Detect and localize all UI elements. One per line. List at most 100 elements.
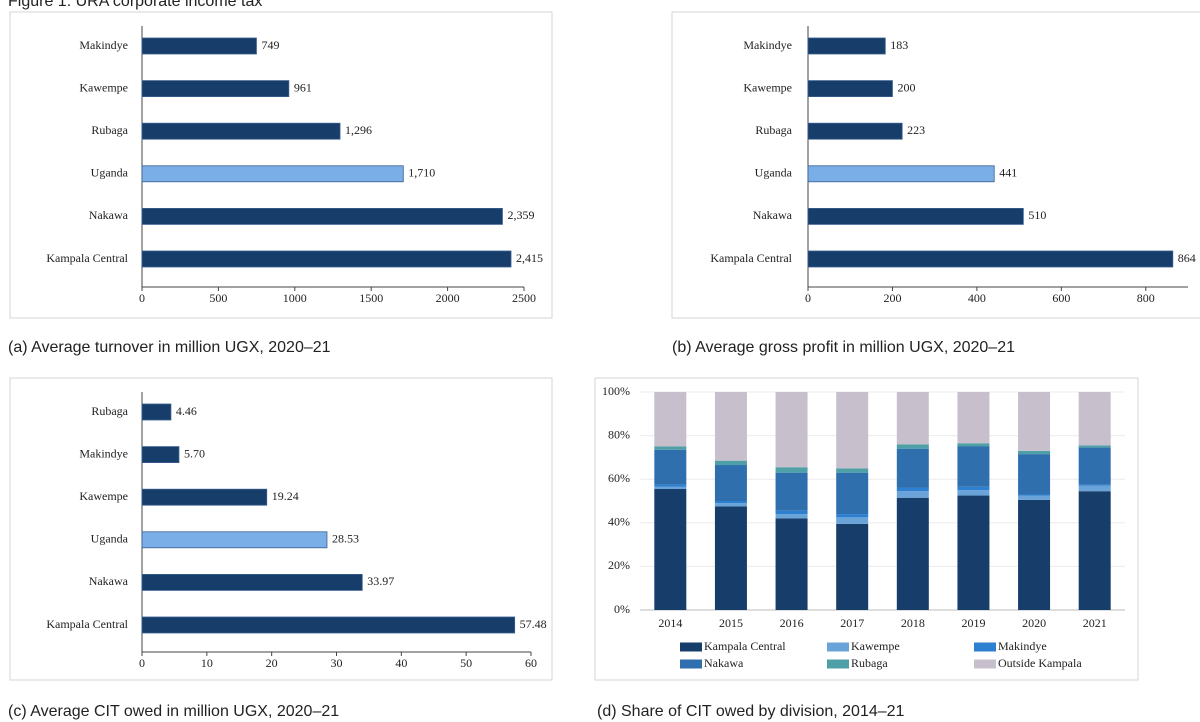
value-label: 200: [897, 80, 915, 94]
legend-swatch: [680, 642, 702, 652]
x-tick-label: 2018: [901, 616, 925, 630]
y-tick-label: 20%: [608, 558, 630, 572]
x-tick-label: 2020: [1022, 616, 1046, 630]
bar-segment: [714, 460, 747, 466]
value-label: 2,415: [516, 251, 543, 265]
x-tick-label: 60: [525, 656, 537, 670]
chart-caption: (b) Average gross profit in million UGX,…: [672, 339, 1015, 356]
legend-label: Kampala Central: [704, 639, 786, 653]
chart-caption: (d) Share of CIT owed by division, 2014–…: [597, 703, 905, 720]
panel-frame: [671, 11, 1200, 319]
bar: [807, 250, 1174, 268]
bar-segment: [1078, 392, 1111, 446]
value-label: 57.48: [520, 617, 547, 631]
category-label: Nakawa: [89, 208, 129, 222]
x-tick-label: 0: [805, 291, 811, 305]
bar-segment: [896, 487, 929, 492]
value-label: 1,710: [408, 166, 435, 180]
category-label: Kampala Central: [710, 251, 792, 265]
value-label: 2,359: [507, 208, 534, 222]
y-tick-label: 0%: [614, 602, 630, 616]
y-tick-label: 60%: [608, 471, 630, 485]
bar-segment: [654, 446, 687, 450]
category-label: Rubaga: [755, 123, 792, 137]
bar-segment: [896, 497, 929, 610]
x-tick-label: 2500: [512, 291, 536, 305]
category-label: Nakawa: [753, 208, 793, 222]
legend-label: Makindye: [998, 639, 1047, 653]
legend-label: Outside Kampala: [998, 656, 1082, 670]
bar-segment: [836, 517, 869, 524]
category-label: Rubaga: [91, 404, 128, 418]
bar-segment: [1018, 499, 1051, 610]
bar-segment: [836, 472, 869, 515]
bar: [141, 165, 404, 183]
bar-segment: [654, 489, 687, 610]
y-tick-label: 40%: [608, 515, 630, 529]
x-tick-label: 50: [460, 656, 472, 670]
x-tick-label: 600: [1052, 291, 1070, 305]
legend-swatch: [680, 659, 702, 669]
bar-segment: [1078, 445, 1111, 448]
category-label: Makindye: [79, 38, 128, 52]
chart-caption: (c) Average CIT owed in million UGX, 202…: [8, 703, 339, 720]
y-tick-label: 100%: [602, 384, 630, 398]
bar-segment: [654, 392, 687, 447]
bar: [807, 207, 1024, 225]
value-label: 223: [907, 123, 925, 137]
category-label: Makindye: [743, 38, 792, 52]
bar-segment: [775, 518, 808, 610]
bar: [807, 80, 893, 97]
value-label: 749: [261, 38, 279, 52]
bar-segment: [775, 472, 808, 511]
x-tick-label: 2016: [780, 616, 804, 630]
bar: [141, 403, 172, 421]
legend-swatch: [974, 659, 996, 669]
panel-frame: [9, 11, 553, 319]
x-tick-label: 30: [331, 656, 343, 670]
bar: [141, 80, 290, 97]
category-label: Kawempe: [79, 80, 128, 94]
category-label: Kawempe: [743, 80, 792, 94]
bar: [141, 574, 363, 591]
bar-segment: [896, 392, 929, 445]
legend-label: Nakawa: [704, 656, 744, 670]
bar-segment: [836, 523, 869, 610]
value-label: 183: [890, 38, 908, 52]
legend-label: Rubaga: [851, 656, 888, 670]
bar-segment: [714, 501, 747, 504]
bar-segment: [714, 506, 747, 610]
y-tick-label: 80%: [608, 427, 630, 441]
bar: [807, 122, 903, 140]
x-tick-label: 2014: [658, 616, 682, 630]
bar: [141, 37, 257, 55]
legend-swatch: [974, 642, 996, 652]
chart-caption: (a) Average turnover in million UGX, 202…: [8, 339, 331, 356]
x-tick-label: 2015: [719, 616, 743, 630]
category-label: Kampala Central: [46, 617, 128, 631]
category-label: Uganda: [755, 166, 793, 180]
bar-segment: [957, 446, 990, 487]
panel-frame: [594, 377, 1139, 681]
bar-segment: [654, 484, 687, 487]
x-tick-label: 800: [1137, 291, 1155, 305]
bar: [807, 165, 995, 183]
bar-segment: [836, 392, 869, 469]
value-label: 864: [1178, 251, 1196, 265]
x-tick-label: 20: [266, 656, 278, 670]
category-label: Uganda: [91, 532, 129, 546]
bar-segment: [1018, 494, 1051, 496]
bar-segment: [1078, 491, 1111, 610]
bar: [141, 250, 512, 268]
value-label: 441: [999, 166, 1017, 180]
value-label: 4.46: [176, 404, 197, 418]
x-tick-label: 400: [968, 291, 986, 305]
bar-segment: [1078, 485, 1111, 492]
x-tick-label: 200: [883, 291, 901, 305]
bar: [141, 122, 341, 140]
bar: [807, 37, 886, 55]
bar-segment: [1018, 450, 1051, 455]
bar-segment: [957, 495, 990, 610]
legend-swatch: [827, 659, 849, 669]
x-tick-label: 2000: [436, 291, 460, 305]
